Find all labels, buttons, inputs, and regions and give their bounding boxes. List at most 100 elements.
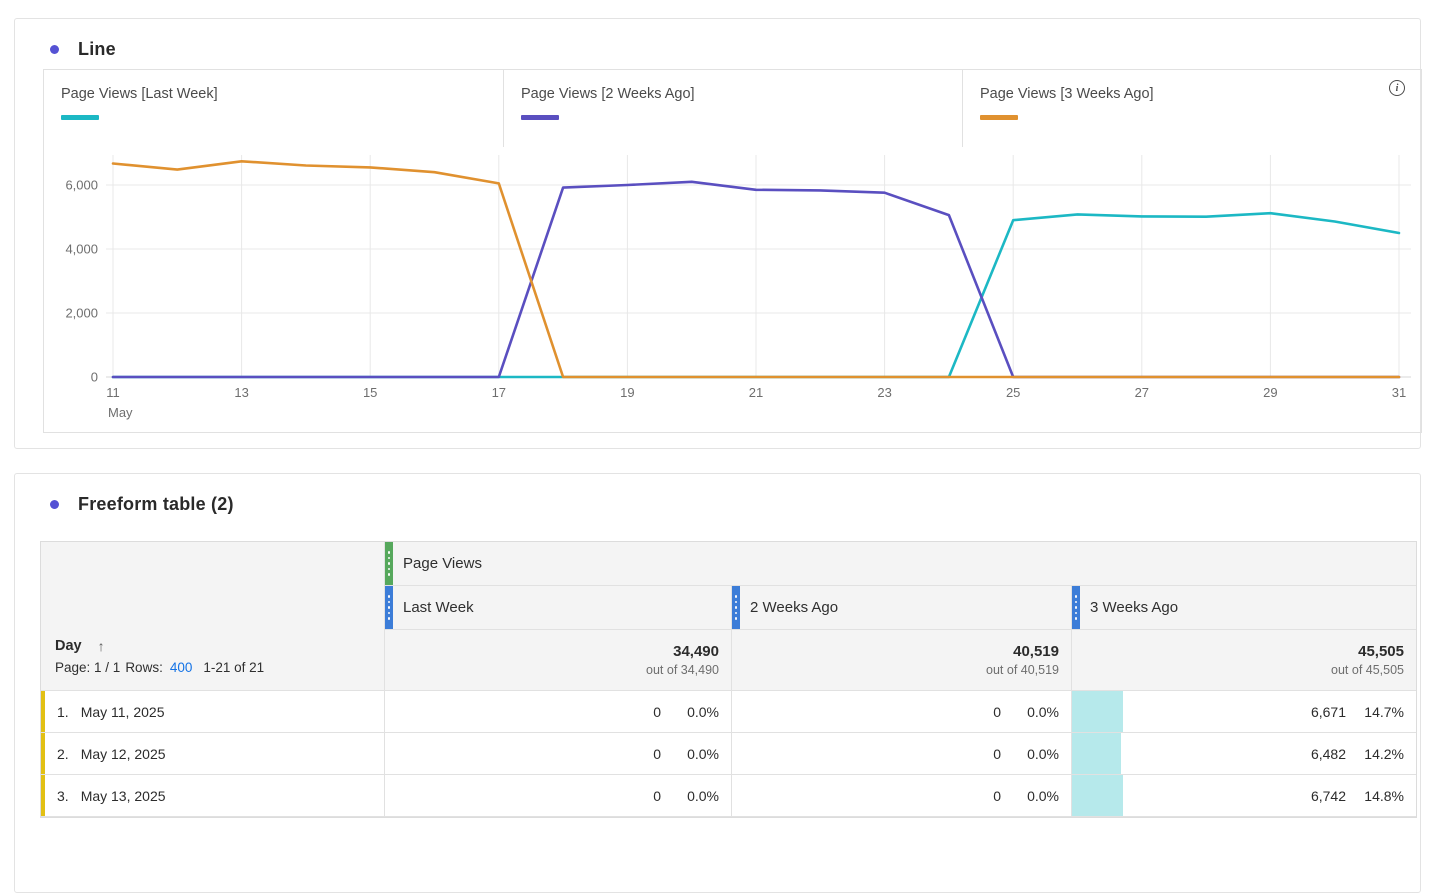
row-date: May 11, 2025 <box>80 703 165 720</box>
line-panel: Line Page Views [Last Week] Page Views [… <box>14 18 1422 449</box>
sort-ascending-icon[interactable]: ↑ <box>97 638 105 654</box>
chart-legend: Page Views [Last Week] Page Views [2 Wee… <box>44 70 1421 147</box>
day-cell[interactable]: 1. May 11, 2025 <box>41 691 385 732</box>
y-axis-tick-label: 0 <box>91 370 98 385</box>
line-chart-container: Page Views [Last Week] Page Views [2 Wee… <box>43 69 1422 433</box>
cell-value: 0 <box>653 787 661 804</box>
legend-item-last-week[interactable]: Page Views [Last Week] <box>44 70 503 147</box>
x-axis-tick-label: 29 <box>1263 385 1277 400</box>
x-axis-tick-label: 25 <box>1006 385 1020 400</box>
cell-percent: 0.0% <box>687 703 719 720</box>
legend-swatch-teal <box>61 115 99 120</box>
cell-percent: 0.0% <box>1027 703 1059 720</box>
value-cell[interactable]: 0 0.0% <box>385 733 732 774</box>
cell-percent: 0.0% <box>1027 745 1059 762</box>
row-date: May 12, 2025 <box>80 745 166 762</box>
day-dimension-header[interactable]: Day ↑ Page: 1 / 1 Rows: 400 1-21 of 21 <box>41 630 385 690</box>
x-axis-tick-label: 13 <box>234 385 248 400</box>
value-cell[interactable]: 0 0.0% <box>732 775 1072 816</box>
cell-value: 0 <box>653 703 661 720</box>
legend-item-3-weeks-ago[interactable]: Page Views [3 Weeks Ago] <box>962 70 1421 147</box>
x-axis-tick-label: 21 <box>749 385 763 400</box>
line-chart: 0 2,000 4,000 6,000 11 13 15 17 19 21 23 25 27 29 31 Ma… <box>65 155 1411 420</box>
x-axis-tick-label: 31 <box>1392 385 1406 400</box>
day-cell[interactable]: 3. May 13, 2025 <box>41 775 385 816</box>
panel-collapse-dot[interactable] <box>50 45 59 54</box>
cell-value: 6,671 <box>1310 703 1346 720</box>
rows-label: Rows: <box>125 660 163 675</box>
cell-value: 0 <box>993 703 1001 720</box>
value-cell[interactable]: 0 0.0% <box>732 691 1072 732</box>
panel-collapse-dot[interactable] <box>50 500 59 509</box>
x-axis-tick-label: 19 <box>620 385 634 400</box>
row-number: 3. <box>57 787 69 804</box>
x-axis-tick-label: 17 <box>492 385 506 400</box>
cell-value: 0 <box>653 745 661 762</box>
cell-percent: 14.2% <box>1364 745 1404 762</box>
column-header-2-weeks-ago[interactable]: 2 Weeks Ago <box>732 586 1072 630</box>
legend-item-2-weeks-ago[interactable]: Page Views [2 Weeks Ago] <box>503 70 962 147</box>
rows-per-page-link[interactable]: 400 <box>169 660 193 675</box>
cell-percent-bar <box>1072 733 1121 774</box>
cell-percent: 0.0% <box>687 745 719 762</box>
metric-header-page-views[interactable]: Page Views <box>385 542 1416 586</box>
table-corner-cell <box>41 542 385 630</box>
pagination: Page: 1 / 1 Rows: 400 1-21 of 21 <box>55 660 384 675</box>
y-axis-tick-label: 4,000 <box>65 242 98 257</box>
cell-percent: 14.7% <box>1364 703 1404 720</box>
value-cell[interactable]: 0 0.0% <box>732 733 1072 774</box>
row-date: May 13, 2025 <box>80 787 166 804</box>
x-axis-tick-label: 11 <box>106 385 120 400</box>
total-cell-2-weeks-ago: 40,519 out of 40,519 <box>732 630 1072 690</box>
table-header: Page Views Last Week 2 Weeks Ago 3 Weeks… <box>41 542 1416 630</box>
table-row: 3. May 13, 2025 0 0.0% 0 0.0% 6,742 14.8% <box>41 775 1416 817</box>
row-range: 1-21 of 21 <box>203 660 265 675</box>
freeform-table-panel: Freeform table (2) Page Views Last Week … <box>14 473 1421 893</box>
cell-percent: 0.0% <box>687 787 719 804</box>
cell-value: 6,742 <box>1310 787 1346 804</box>
x-axis-tick-label: 15 <box>363 385 377 400</box>
y-axis-tick-label: 6,000 <box>65 178 98 193</box>
value-cell[interactable]: 6,482 14.2% <box>1072 733 1416 774</box>
column-drag-handle[interactable] <box>385 586 393 629</box>
table-row: 1. May 11, 2025 0 0.0% 0 0.0% 6,671 14.7% <box>41 691 1416 733</box>
cell-percent-bar <box>1072 691 1123 732</box>
cell-percent: 14.8% <box>1364 787 1404 804</box>
table-panel-header: Freeform table (2) <box>15 474 1420 515</box>
y-axis-tick-label: 2,000 <box>65 306 98 321</box>
column-header-3-weeks-ago[interactable]: 3 Weeks Ago <box>1072 586 1416 630</box>
table-body: 1. May 11, 2025 0 0.0% 0 0.0% 6,671 14.7% 2. May … <box>41 691 1416 817</box>
value-cell[interactable]: 0 0.0% <box>385 691 732 732</box>
cell-value: 6,482 <box>1310 745 1346 762</box>
value-cell[interactable]: 6,742 14.8% <box>1072 775 1416 816</box>
cell-value: 0 <box>993 745 1001 762</box>
total-cell-3-weeks-ago: 45,505 out of 45,505 <box>1072 630 1416 690</box>
column-drag-handle[interactable] <box>732 586 740 629</box>
x-axis-tick-label: 23 <box>877 385 891 400</box>
column-drag-handle[interactable] <box>1072 586 1080 629</box>
line-series-2[interactable] <box>111 160 1401 379</box>
table-totals-row: Day ↑ Page: 1 / 1 Rows: 400 1-21 of 21 3… <box>41 630 1416 691</box>
row-number: 2. <box>57 745 69 762</box>
value-cell[interactable]: 6,671 14.7% <box>1072 691 1416 732</box>
legend-swatch-orange <box>980 115 1018 120</box>
table-row: 2. May 12, 2025 0 0.0% 0 0.0% 6,482 14.2% <box>41 733 1416 775</box>
line-panel-header: Line <box>15 19 1420 60</box>
panel-title: Freeform table (2) <box>78 494 234 514</box>
column-header-last-week[interactable]: Last Week <box>385 586 732 630</box>
metric-drag-handle[interactable] <box>385 542 393 585</box>
cell-percent: 0.0% <box>1027 787 1059 804</box>
info-icon[interactable]: i <box>1389 80 1405 96</box>
value-cell[interactable]: 0 0.0% <box>385 775 732 816</box>
row-number: 1. <box>57 703 69 720</box>
x-axis-tick-label: 27 <box>1135 385 1149 400</box>
panel-title: Line <box>78 39 116 59</box>
page-indicator: Page: 1 / 1 <box>55 660 121 675</box>
legend-swatch-purple <box>521 115 559 120</box>
freeform-table: Page Views Last Week 2 Weeks Ago 3 Weeks… <box>40 541 1417 818</box>
x-axis-month-label: May <box>108 405 133 420</box>
day-cell[interactable]: 2. May 12, 2025 <box>41 733 385 774</box>
day-header-label: Day <box>55 638 82 654</box>
cell-value: 0 <box>993 787 1001 804</box>
total-cell-last-week: 34,490 out of 34,490 <box>385 630 732 690</box>
